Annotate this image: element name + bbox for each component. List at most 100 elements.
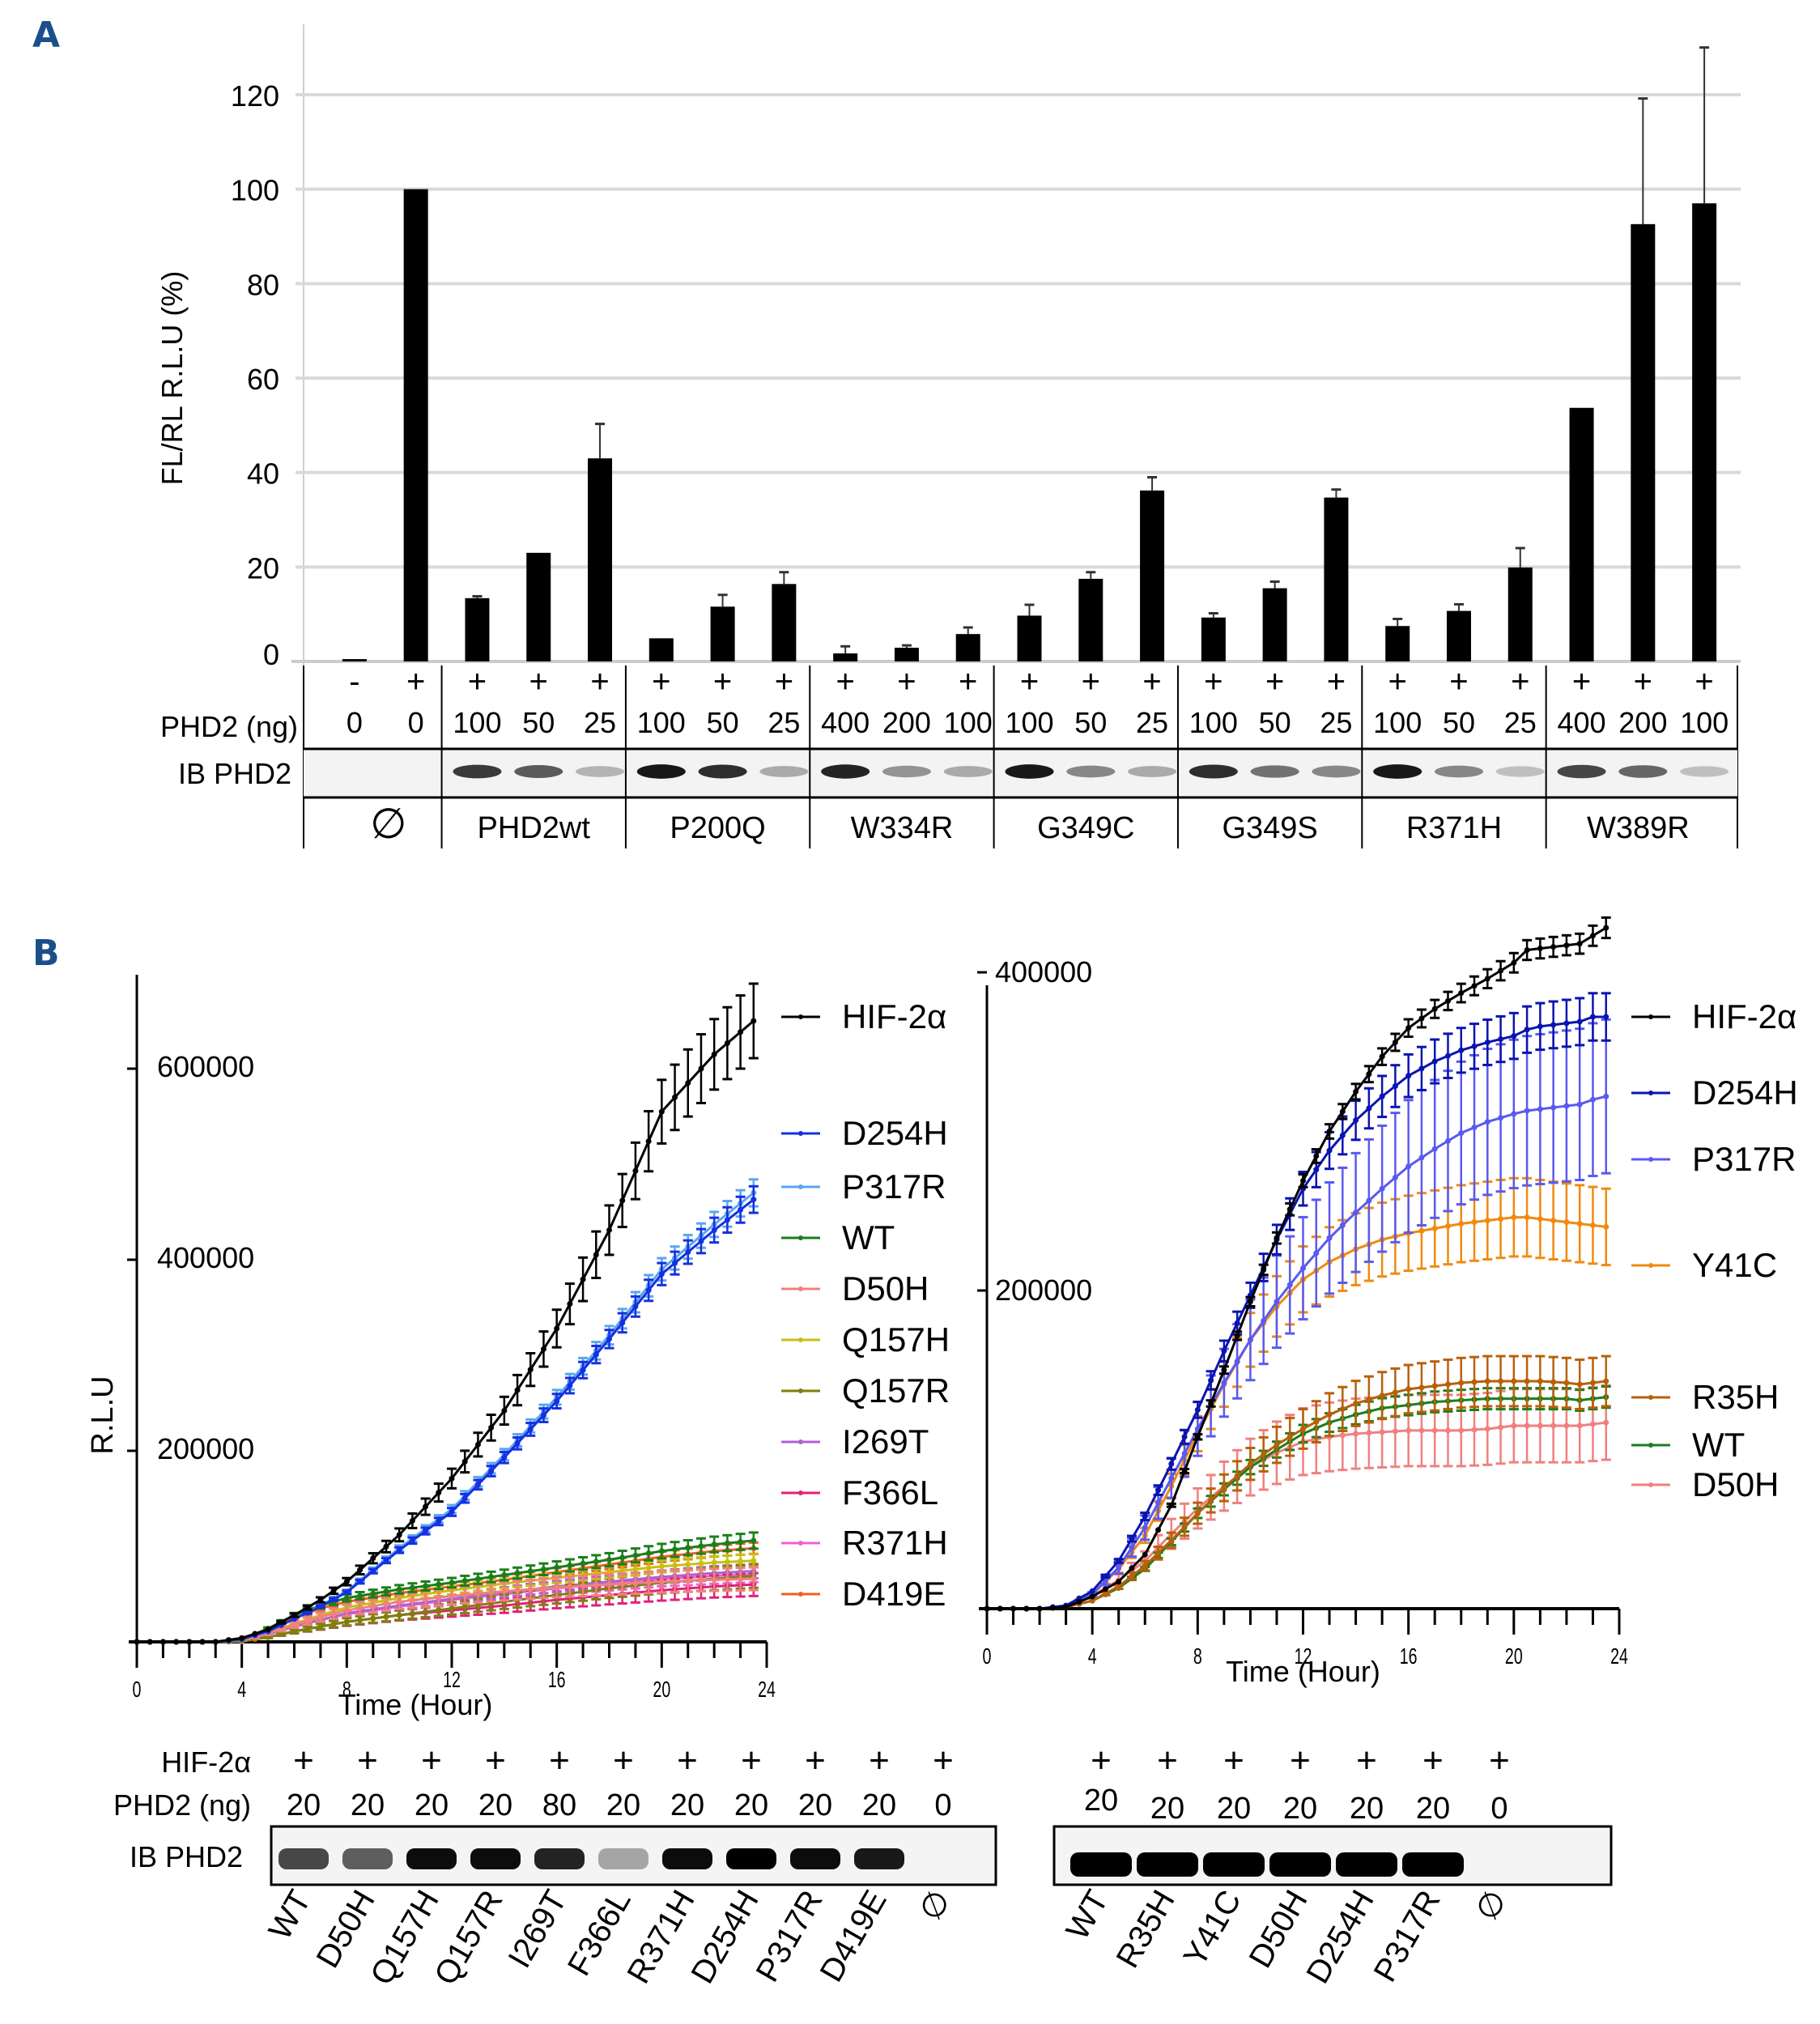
legend-label: D254H bbox=[1692, 1074, 1798, 1112]
data-point bbox=[1339, 1405, 1346, 1412]
lane-label: R35H bbox=[1110, 1885, 1182, 1975]
data-point bbox=[1392, 1039, 1398, 1045]
data-point bbox=[436, 1518, 442, 1524]
data-point bbox=[1392, 1082, 1398, 1089]
hif-sign: + bbox=[677, 1741, 698, 1780]
data-point bbox=[711, 1541, 717, 1548]
data-point bbox=[1313, 1153, 1320, 1159]
data-point bbox=[1444, 1052, 1451, 1059]
data-point bbox=[751, 1558, 757, 1564]
data-point bbox=[632, 1566, 639, 1572]
data-point bbox=[199, 1639, 206, 1645]
data-point bbox=[304, 1618, 311, 1624]
data-point bbox=[1379, 1053, 1385, 1060]
data-point bbox=[554, 1584, 560, 1591]
phd2-amount: 80 bbox=[542, 1788, 576, 1822]
data-point bbox=[658, 1271, 665, 1278]
data-point bbox=[1431, 1146, 1438, 1152]
data-point bbox=[1444, 1427, 1451, 1434]
legend-marker bbox=[798, 1439, 803, 1444]
bar bbox=[1017, 615, 1042, 661]
x-tick-label: 24 bbox=[758, 1677, 776, 1703]
hif-sign: + bbox=[293, 1741, 314, 1780]
data-point bbox=[474, 1482, 481, 1488]
data-point bbox=[436, 1490, 442, 1496]
group-label: W389R bbox=[1587, 811, 1690, 845]
group-label: ∅ bbox=[370, 801, 406, 848]
blot-band bbox=[636, 764, 686, 779]
data-point bbox=[724, 1558, 730, 1565]
series-y41c bbox=[984, 1176, 1611, 1612]
data-point bbox=[672, 1094, 678, 1100]
data-point bbox=[1418, 1015, 1425, 1022]
data-point bbox=[1155, 1550, 1162, 1556]
hif-sign: + bbox=[421, 1741, 442, 1780]
data-point bbox=[1116, 1558, 1122, 1564]
x-tick-label: 8 bbox=[1193, 1644, 1202, 1669]
data-point bbox=[1550, 944, 1557, 950]
data-point bbox=[291, 1622, 297, 1628]
data-point bbox=[1576, 1422, 1583, 1429]
blot-band bbox=[790, 1848, 840, 1869]
data-point bbox=[1576, 1101, 1583, 1108]
blot-band bbox=[598, 1848, 648, 1869]
data-point bbox=[1194, 1510, 1201, 1516]
data-point bbox=[698, 1543, 704, 1550]
data-point bbox=[474, 1441, 481, 1448]
group-label: G349S bbox=[1222, 811, 1317, 845]
series-d254h bbox=[984, 992, 1611, 1612]
phd2-amount: 50 bbox=[1259, 706, 1291, 739]
hif-sign: + bbox=[1020, 664, 1039, 699]
data-point bbox=[1550, 1104, 1557, 1111]
data-point bbox=[672, 1578, 678, 1584]
data-point bbox=[1444, 1137, 1451, 1144]
data-point bbox=[370, 1590, 376, 1597]
phd2-amount: 20 bbox=[862, 1788, 896, 1822]
phd2-amount: 100 bbox=[1189, 706, 1238, 739]
row-label-phd2: PHD2 (ng) bbox=[160, 710, 298, 743]
hif-sign: + bbox=[741, 1741, 762, 1780]
blot-band bbox=[1312, 765, 1361, 778]
data-point bbox=[1484, 1378, 1490, 1384]
data-point bbox=[738, 1576, 744, 1583]
phd2-amount: 20 bbox=[1350, 1792, 1384, 1826]
data-point bbox=[554, 1325, 560, 1332]
data-point bbox=[423, 1609, 429, 1615]
hif-sign: + bbox=[713, 664, 732, 699]
data-point bbox=[672, 1260, 678, 1266]
data-point bbox=[501, 1588, 508, 1594]
data-point bbox=[751, 1537, 757, 1544]
phd2-amount: 100 bbox=[944, 706, 993, 739]
legend-label: HIF-2α bbox=[1692, 997, 1797, 1035]
data-point bbox=[265, 1626, 271, 1633]
data-point bbox=[1116, 1564, 1122, 1571]
data-point bbox=[396, 1598, 402, 1605]
data-point bbox=[580, 1583, 586, 1589]
data-point bbox=[357, 1605, 364, 1611]
data-point bbox=[1023, 1605, 1030, 1612]
x-axis-label: Time (Hour) bbox=[338, 1688, 493, 1721]
data-point bbox=[461, 1604, 468, 1610]
phd2-amount: 200 bbox=[1618, 706, 1667, 739]
data-point bbox=[540, 1566, 546, 1572]
data-point bbox=[1405, 1427, 1412, 1434]
y-tick-label: 40 bbox=[247, 457, 279, 491]
series-hif-2- bbox=[984, 916, 1611, 1612]
x-tick-label: 16 bbox=[548, 1668, 566, 1693]
data-point bbox=[423, 1528, 429, 1534]
data-point bbox=[488, 1468, 495, 1474]
data-point bbox=[724, 1540, 730, 1546]
hif-sign: + bbox=[1265, 664, 1284, 699]
series-r35h bbox=[984, 1354, 1611, 1612]
blot-band bbox=[576, 766, 625, 777]
legend-label: D254H bbox=[842, 1114, 948, 1152]
data-point bbox=[540, 1412, 546, 1418]
data-point bbox=[1524, 1422, 1530, 1429]
y-axis-label: FL/RL R.L.U (%) bbox=[155, 271, 189, 486]
blot-band bbox=[1402, 1852, 1464, 1877]
blot-band bbox=[726, 1848, 776, 1869]
data-point bbox=[1444, 1222, 1451, 1229]
hif-sign: + bbox=[613, 1741, 634, 1780]
hif-sign: + bbox=[869, 1741, 890, 1780]
y-tick-label: 400000 bbox=[995, 955, 1092, 989]
